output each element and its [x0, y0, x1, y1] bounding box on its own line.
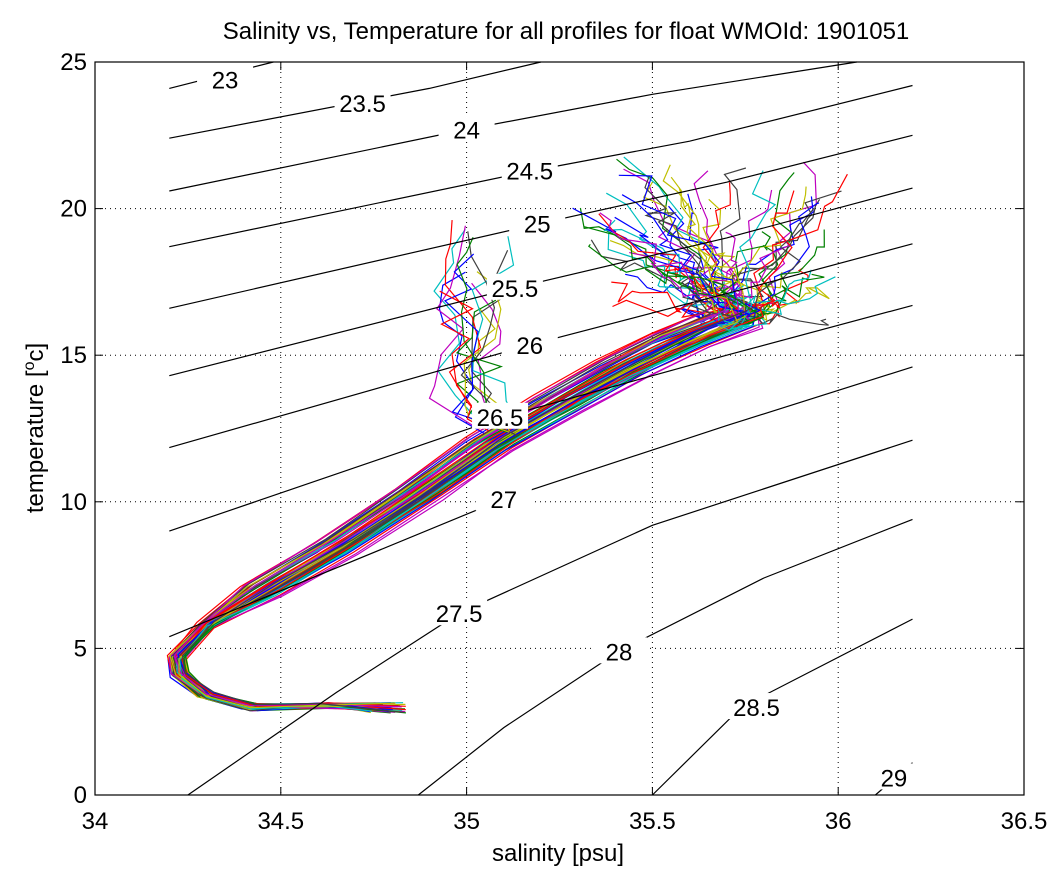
- profile-line: [171, 196, 814, 711]
- y-tick-label: 0: [74, 782, 87, 809]
- isopycnal-label: 24: [453, 117, 480, 144]
- isopycnal-label: 27: [490, 487, 517, 514]
- profile-line: [168, 251, 715, 710]
- x-tick-label: 34.5: [257, 808, 304, 835]
- isopycnal-line: [169, 304, 913, 532]
- profile-line: [438, 271, 485, 434]
- isopycnal-label-bg: [431, 599, 488, 626]
- isopycnal-label-bg: [197, 65, 254, 92]
- profiles-layer: [166, 156, 848, 714]
- isopycnal-line: [169, 134, 913, 309]
- profile-line: [443, 253, 494, 427]
- y-tick-label: 25: [60, 49, 87, 76]
- isopycnal-line: [169, 366, 913, 638]
- isopycnal-line: [169, 84, 913, 248]
- y-axis-label: temperature [oc]: [21, 343, 49, 513]
- isopycnal-label: 28: [606, 639, 633, 666]
- profile-line: [471, 282, 513, 426]
- isopycnal-label-bg: [438, 115, 495, 142]
- x-tick-label: 35.5: [629, 808, 676, 835]
- profile-line: [170, 176, 711, 709]
- y-tick-label: 5: [74, 635, 87, 662]
- isopycnal-label-bg: [486, 273, 543, 300]
- y-axis-label-unit: c]: [22, 343, 49, 362]
- profile-line: [180, 190, 795, 708]
- isopycnal-label-bg: [475, 484, 532, 511]
- isopycnal-label: 26.5: [477, 405, 524, 432]
- profile-line: [179, 309, 750, 710]
- x-tick-label: 35: [453, 808, 480, 835]
- x-tick-label: 36.5: [1001, 808, 1048, 835]
- isopycnal-line: [169, 61, 542, 139]
- profile-line: [178, 164, 739, 709]
- profile-line: [439, 290, 489, 432]
- profile-line: [184, 243, 759, 714]
- isopycnal-label-bg: [472, 402, 529, 429]
- y-axis-label-degree: o: [21, 361, 38, 370]
- isopycnal-label: 27.5: [436, 601, 483, 628]
- isopycnal-label: 26: [516, 333, 543, 360]
- y-tick-label: 15: [60, 342, 87, 369]
- profile-line: [181, 207, 815, 713]
- y-axis-label-main: temperature [: [22, 370, 49, 513]
- ticks-layer: 34 34.5 35 35.5 36 36.5 0 5 10 15 20 25: [60, 49, 1047, 835]
- chart-title: Salinity vs, Temperature for all profile…: [223, 18, 910, 45]
- isopycnal-line: [169, 61, 857, 192]
- isopycnal-label: 29: [881, 765, 908, 792]
- profile-line: [433, 229, 481, 423]
- plot-frame: [94, 61, 1025, 796]
- isopycnal-label: 25.5: [492, 276, 539, 303]
- x-tick-label: 34: [82, 808, 109, 835]
- isopycnal-label-bg: [334, 89, 391, 116]
- x-axis-label: salinity [psu]: [492, 840, 624, 867]
- grid-layer: [95, 62, 1024, 795]
- x-tick-label: 36: [825, 808, 852, 835]
- isopycnal-label: 23.5: [339, 91, 386, 118]
- isopycnal-label-bg: [865, 763, 922, 790]
- profile-line: [460, 231, 510, 424]
- isopycnal-label-bg: [590, 637, 647, 664]
- isopycnal-label: 25: [524, 211, 551, 238]
- isopycnal-line: [169, 243, 913, 449]
- isopycnal-label: 23: [212, 68, 239, 95]
- profile-line: [456, 236, 494, 425]
- isopycnal-label: 24.5: [506, 158, 553, 185]
- y-tick-label: 20: [60, 196, 87, 223]
- isopycnals-layer: 23 23.5 24 24.5 25 25.5 26 26.5 27 27.5 28 28.5 29: [169, 61, 922, 796]
- isopycnal-label: 28.5: [733, 695, 780, 722]
- y-tick-label: 10: [60, 489, 87, 516]
- isopycnal-line: [169, 187, 913, 377]
- isopycnal-label-bg: [728, 693, 785, 720]
- profile-line: [173, 212, 727, 708]
- isopycnal-label-bg: [501, 156, 558, 183]
- isopycnal-label-bg: [509, 209, 566, 236]
- isopycnal-label-bg: [501, 330, 558, 357]
